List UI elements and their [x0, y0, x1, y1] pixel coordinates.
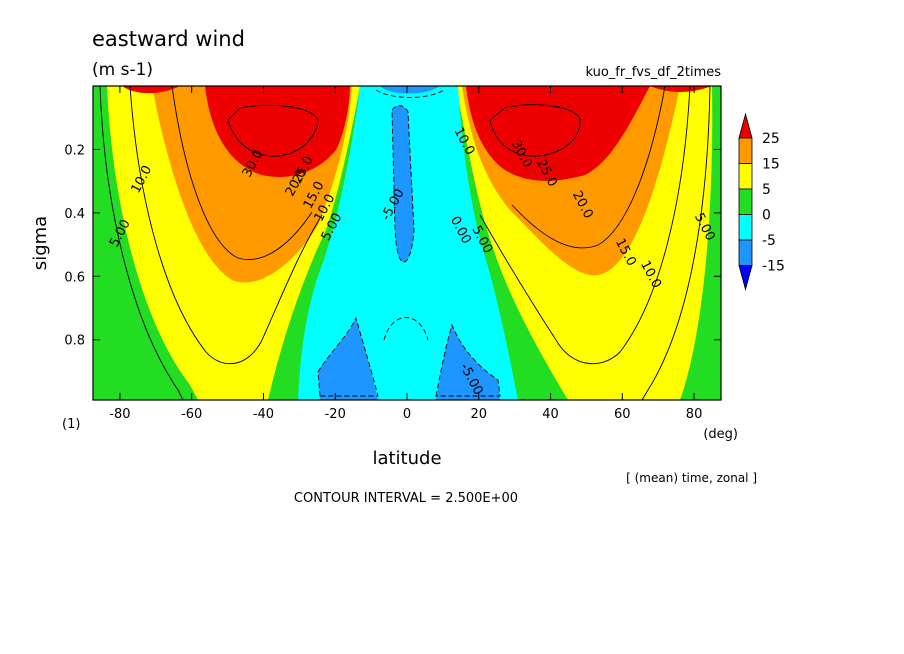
contour-interval-label: CONTOUR INTERVAL = 2.500E+00: [294, 491, 518, 506]
colorbar-bin: [738, 163, 753, 190]
x-tick-label: 20: [470, 407, 487, 422]
colorbar-level-label: -15: [762, 259, 785, 275]
colorbar-bin: [738, 239, 753, 266]
band-red-north: [466, 86, 650, 181]
x-tick-label: 60: [614, 407, 631, 422]
y-tick-label: 0.4: [64, 207, 85, 222]
band-red-south: [205, 86, 350, 178]
contour-line: [641, 86, 711, 400]
contour-labels: 30.0 25.020.015.010.05.0010.05.00-5.000.0…: [107, 125, 718, 398]
colorbar-level-label: 15: [762, 157, 780, 173]
contour-line-dashed: [435, 323, 501, 397]
contour-line: [171, 86, 313, 260]
colorbar-bin: [738, 137, 753, 164]
x-axis: -80 -60 -40 -20 0 20 40 60 80: [109, 86, 702, 422]
contour-lines: [99, 86, 711, 400]
x-tick-label: -20: [325, 407, 346, 422]
x-tick-label: -80: [109, 407, 130, 422]
band-blue-upper: [380, 86, 440, 94]
colorbar-bin: [738, 214, 753, 241]
y-axis-label: sigma: [30, 216, 51, 270]
x-tick-label: 80: [686, 407, 703, 422]
x-tick-label: -60: [181, 407, 202, 422]
colorbar-bottom-arrow: [738, 265, 753, 292]
band-red-top-right: [650, 86, 712, 92]
x-tick-label: 40: [542, 407, 559, 422]
band-blue-column: [392, 105, 414, 263]
averaging-label: [ (mean) time, zonal ]: [626, 471, 757, 485]
contour-line: [511, 86, 666, 249]
colorbar-top-arrow: [738, 112, 753, 139]
contour-line: [129, 86, 323, 365]
negative-contour-lines: [317, 89, 501, 397]
contour-line-dashed: [375, 89, 445, 98]
colorbar-bin: [738, 188, 753, 215]
panel-label: (1): [62, 417, 80, 432]
colorbar-level-label: 5: [762, 182, 771, 198]
contour-line: [99, 86, 184, 400]
band-blue-left-pocket: [318, 318, 378, 400]
band-blue-right-pocket: [436, 325, 500, 400]
chart-title: eastward wind: [92, 27, 245, 51]
y-tick-label: 0.8: [64, 334, 85, 349]
contour-line-dashed: [391, 105, 415, 263]
x-axis-unit: (deg): [703, 427, 738, 442]
run-label: kuo_fr_fvs_df_2times: [585, 65, 721, 80]
contour-line-dashed: [383, 317, 429, 341]
colorbar-level-label: 0: [762, 208, 771, 224]
contour-line: [479, 86, 691, 365]
contour-line: [227, 104, 319, 157]
y-tick-label: 0.2: [64, 143, 85, 158]
contour-line: [489, 104, 581, 157]
colorbar-level-label: -5: [762, 233, 776, 249]
colorbar-level-label: 25: [762, 131, 780, 147]
y-tick-label: 0.6: [64, 270, 85, 285]
contour-field: [93, 86, 721, 400]
x-axis-label: latitude: [372, 448, 441, 469]
y-axis: 0.2 0.4 0.6 0.8: [64, 143, 721, 349]
band-red-top-left: [122, 86, 180, 94]
colorbar: 25 15 5 0 -5 -15: [738, 112, 785, 292]
x-tick-label: -40: [253, 407, 274, 422]
chart-units: (m s-1): [92, 60, 153, 80]
contour-line-dashed: [317, 316, 379, 397]
x-tick-label: 0: [403, 407, 411, 422]
